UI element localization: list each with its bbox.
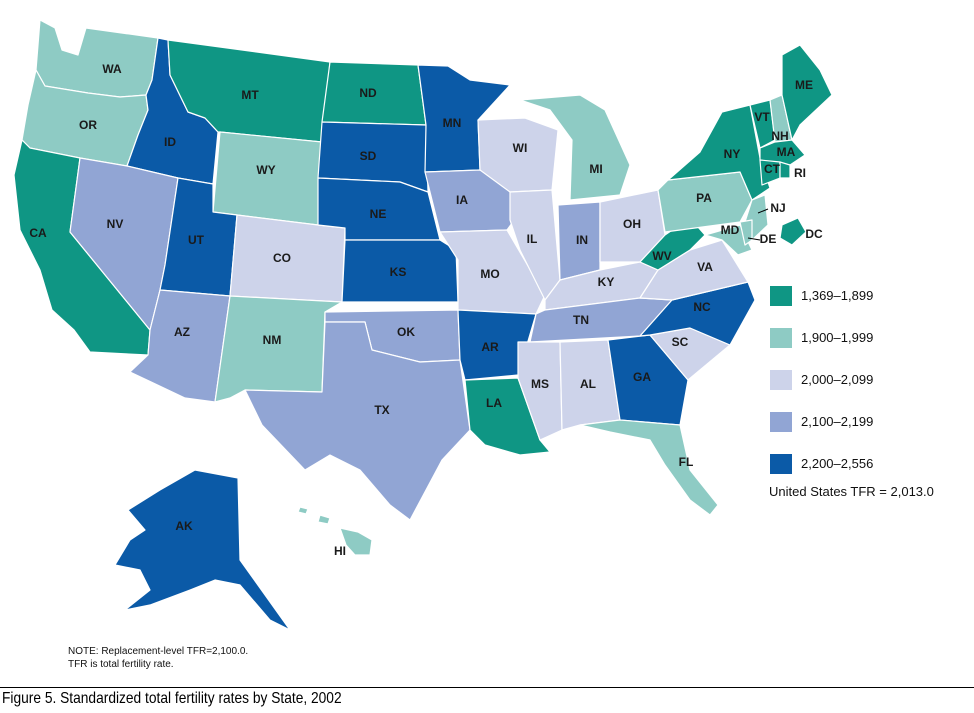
footnote-line-1: NOTE: Replacement-level TFR=2,100.0. — [68, 646, 249, 657]
state-label-VT: VT — [754, 110, 770, 124]
state-label-NV: NV — [107, 217, 124, 231]
state-DC — [779, 217, 807, 246]
state-label-TN: TN — [573, 313, 589, 327]
state-TX — [244, 321, 471, 521]
state-label-TX: TX — [374, 403, 389, 417]
state-MI — [519, 94, 631, 201]
state-label-WI: WI — [513, 141, 528, 155]
state-label-NJ: NJ — [770, 201, 785, 215]
state-label-MS: MS — [531, 377, 549, 391]
figure-caption: Figure 5. Standardized total fertility r… — [2, 690, 342, 707]
footnote: NOTE: Replacement-level TFR=2,100.0. TFR… — [68, 645, 248, 671]
state-label-DC: DC — [805, 227, 823, 241]
state-label-NM: NM — [263, 333, 282, 347]
state-label-LA: LA — [486, 396, 502, 410]
state-label-ND: ND — [359, 86, 377, 100]
state-label-CO: CO — [273, 251, 291, 265]
state-label-GA: GA — [633, 370, 651, 384]
state-label-KY: KY — [598, 275, 615, 289]
state-label-MD: MD — [721, 223, 740, 237]
state-WY — [212, 131, 323, 226]
state-label-MN: MN — [443, 116, 462, 130]
state-label-AR: AR — [481, 340, 499, 354]
state-label-OH: OH — [623, 217, 641, 231]
state-label-MI: MI — [589, 162, 602, 176]
state-label-NH: NH — [771, 129, 788, 143]
state-AR — [457, 309, 537, 381]
legend-label: 2,100–2,199 — [801, 414, 874, 429]
legend-swatch — [770, 412, 792, 432]
state-label-WA: WA — [102, 62, 122, 76]
state-label-KS: KS — [390, 265, 407, 279]
legend-swatch — [770, 286, 792, 306]
de-leader — [747, 237, 761, 241]
state-ME — [781, 44, 833, 141]
state-label-AZ: AZ — [174, 325, 190, 339]
us-tfr-note: United States TFR = 2,013.0 — [769, 484, 934, 499]
state-label-UT: UT — [188, 233, 205, 247]
legend-label: 2,000–2,099 — [801, 372, 874, 387]
state-WA — [35, 19, 159, 98]
state-label-NC: NC — [693, 300, 711, 314]
state-label-RI: RI — [794, 166, 806, 180]
state-label-DE: DE — [760, 232, 777, 246]
state-label-MO: MO — [480, 267, 499, 281]
legend-item: 2,000–2,099 — [770, 370, 970, 390]
state-KS — [341, 239, 459, 303]
state-label-IN: IN — [576, 233, 588, 247]
legend-swatch — [770, 328, 792, 348]
legend: 1,369–1,899 1,900–1,999 2,000–2,099 2,100–2… — [770, 286, 970, 496]
legend-item: 1,900–1,999 — [770, 328, 970, 348]
legend-swatch — [770, 370, 792, 390]
state-MD — [704, 224, 753, 256]
legend-label: 2,200–2,556 — [801, 456, 874, 471]
legend-item: 2,100–2,199 — [770, 412, 970, 432]
state-label-ID: ID — [164, 135, 176, 149]
state-AK — [114, 469, 291, 631]
state-label-OK: OK — [397, 325, 415, 339]
state-label-MT: MT — [241, 88, 259, 102]
caption-rule — [0, 687, 974, 688]
state-label-NE: NE — [370, 207, 387, 221]
state-label-ME: ME — [795, 78, 813, 92]
state-HI — [297, 506, 373, 556]
legend-swatch — [770, 454, 792, 474]
state-label-VA: VA — [697, 260, 713, 274]
state-label-HI: HI — [334, 544, 346, 558]
state-label-PA: PA — [696, 191, 712, 205]
state-label-IA: IA — [456, 193, 468, 207]
legend-item: 2,200–2,556 — [770, 454, 970, 474]
us-choropleth-map: WA OR CA ID NV MT WY UT AZ CO NM ND SD NE KS OK TX MN IA MO… — [13, 19, 833, 631]
state-label-SD: SD — [360, 149, 377, 163]
state-label-CA: CA — [29, 226, 47, 240]
state-label-MA: MA — [777, 145, 796, 159]
state-MS — [517, 341, 563, 441]
state-DE — [739, 219, 753, 246]
state-label-CT: CT — [764, 162, 781, 176]
state-label-OR: OR — [79, 118, 97, 132]
nj-leader — [757, 208, 769, 214]
state-label-SC: SC — [672, 335, 689, 349]
state-label-AK: AK — [175, 519, 193, 533]
legend-item: 1,369–1,899 — [770, 286, 970, 306]
state-FL — [579, 419, 719, 516]
legend-label: 1,369–1,899 — [801, 288, 874, 303]
legend-label: 1,900–1,999 — [801, 330, 874, 345]
state-label-WV: WV — [652, 249, 671, 263]
state-RI — [779, 161, 791, 179]
state-label-FL: FL — [679, 455, 694, 469]
state-label-AL: AL — [580, 377, 596, 391]
state-label-IL: IL — [527, 232, 538, 246]
state-label-WY: WY — [256, 163, 275, 177]
state-label-NY: NY — [724, 147, 741, 161]
footnote-line-2: TFR is total fertility rate. — [68, 659, 174, 670]
